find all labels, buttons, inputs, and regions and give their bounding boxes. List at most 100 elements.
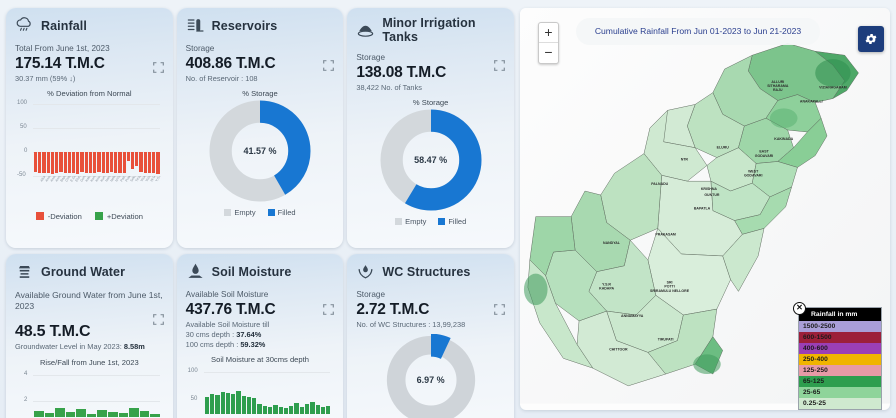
bar [107, 411, 118, 418]
card-title: WC Structures [382, 264, 471, 279]
rainfall-deviation-chart: 100 50 0 -50 Alluri Anakapalli Ananthapu… [15, 100, 164, 183]
district-label: BAPATLA [694, 207, 711, 211]
gear-icon [865, 33, 877, 45]
bar [268, 406, 273, 415]
bar [50, 151, 55, 174]
bar [143, 151, 147, 173]
legend-row[interactable]: 0.25-25 [799, 398, 881, 409]
bar [236, 391, 241, 415]
bar [231, 394, 236, 415]
legend-row[interactable]: 250-400 [799, 354, 881, 365]
bar [135, 151, 139, 167]
svg-text:NTR: NTR [114, 176, 121, 183]
district-label: WEST GODAVARI [744, 169, 763, 177]
card-subtitle: Storage [356, 53, 386, 62]
expand-icon[interactable] [152, 312, 164, 325]
card-minor-irrigation-tanks[interactable]: Minor Irrigation Tanks Storage 138.08 T.… [347, 8, 514, 248]
legend-close-icon[interactable]: ✕ [793, 302, 806, 315]
svg-text:Krishna: Krishna [94, 176, 104, 183]
district-label: ALLURI SITHARAMA RAJU [767, 80, 789, 92]
groundwater-level-label: Groundwater Level in May 2023: [15, 342, 122, 352]
legend-row[interactable]: 65-125 [799, 376, 881, 387]
legend-row[interactable]: 25-65 [799, 387, 881, 398]
tank-lake-icon [358, 25, 374, 37]
map-container[interactable]: + − Cumulative Rainfall From Jun 01-2023… [520, 8, 890, 410]
card-note: No. of WC Structures : 13,99,238 [356, 320, 466, 330]
expand-icon[interactable] [494, 302, 505, 315]
bar [204, 396, 209, 415]
bar [220, 392, 225, 415]
zoom-in-button[interactable]: + [539, 23, 558, 43]
bar [315, 404, 320, 415]
card-title: Ground Water [41, 264, 126, 279]
district-label: CHITTOOR [609, 347, 628, 351]
bar [273, 404, 278, 415]
legend-item-filled: Filled [267, 208, 296, 217]
map-zoom-controls[interactable]: + − [538, 22, 559, 64]
bar [105, 151, 109, 174]
tanks-storage-donut: 58.47 % Empty Filled [356, 108, 505, 226]
bar [294, 403, 299, 415]
legend-row[interactable]: 400-600 [799, 343, 881, 354]
bar [147, 151, 152, 174]
legend-row[interactable]: 125-250 [799, 365, 881, 376]
district-label: TIRUPATI [658, 338, 674, 342]
bar [299, 406, 304, 415]
bar [326, 405, 331, 415]
bar [97, 409, 107, 418]
bar [241, 395, 246, 415]
card-subtitle: Storage [185, 44, 215, 53]
card-value: 437.76 T.M.C [185, 301, 276, 319]
svg-text:Guntur: Guntur [79, 176, 88, 183]
legend-row[interactable]: 600-1500 [799, 332, 881, 343]
bar [118, 412, 129, 418]
district-label: EAST GODAVARI [755, 150, 774, 158]
donut-center-label: 58.47 % [414, 154, 448, 165]
bar [129, 407, 139, 418]
legend-header: ✕ Rainfall in mm [793, 302, 881, 321]
bar [86, 413, 97, 418]
svg-text:Nellore: Nellore [109, 176, 118, 183]
legend-item-positive: +Deviation [94, 211, 143, 221]
bar [59, 151, 63, 172]
zoom-out-button[interactable]: − [544, 44, 553, 60]
district-label: Y.S.R KADAPA [599, 282, 614, 290]
district-label: NANDYAL [603, 241, 621, 245]
bar [257, 404, 262, 415]
card-wc-structures[interactable]: WC Structures Storage 2.72 T.M.C No. of … [347, 254, 514, 418]
expand-icon[interactable] [152, 60, 164, 73]
donut-center-label: 41.57 % [243, 145, 277, 156]
bar [252, 398, 257, 415]
legend-item-empty: Empty [395, 217, 426, 226]
reservoir-storage-donut: 41.57 % Empty Filled [186, 99, 335, 217]
card-subtitle: Storage [356, 290, 386, 299]
legend-row[interactable]: 1500-2500 [799, 321, 881, 332]
card-reservoirs[interactable]: Reservoirs Storage 408.86 T.M.C No. of R… [176, 8, 344, 248]
expand-icon[interactable] [323, 302, 335, 315]
bar [320, 407, 326, 415]
district-label: ELURU [717, 146, 730, 150]
rain-cloud-icon [16, 17, 31, 31]
expand-icon[interactable] [494, 58, 505, 71]
svg-text:Chittoor: Chittoor [64, 176, 74, 183]
donut-chart [380, 109, 482, 211]
bar [71, 151, 76, 173]
district-label: VIZIANAGARAM [819, 86, 847, 90]
groundwater-level-value: 8.58m [123, 342, 145, 352]
chart-legend: -Deviation +Deviation [15, 211, 164, 221]
bar [152, 151, 156, 173]
card-rainfall[interactable]: Rainfall Total From June 1st, 2023 175.1… [6, 8, 173, 248]
expand-icon[interactable] [323, 58, 335, 71]
map-legend[interactable]: ✕ Rainfall in mm 1500-2500 600-1500 400-60… [793, 302, 882, 410]
bar [109, 151, 114, 172]
map-settings-button[interactable] [858, 26, 884, 52]
bar [93, 151, 97, 173]
bar [42, 151, 46, 174]
donut-chart [384, 333, 477, 418]
card-header: WC Structures [356, 262, 505, 281]
district-label: NTR [681, 158, 689, 162]
card-ground-water[interactable]: Ground Water Available Ground Water from… [6, 254, 173, 418]
card-soil-moisture[interactable]: Soil Moisture Available Soil Moisture 43… [176, 254, 344, 418]
svg-text:Eluru: Eluru [74, 176, 82, 183]
chart-caption: Soil Moisture at 30cms depth [211, 355, 309, 365]
